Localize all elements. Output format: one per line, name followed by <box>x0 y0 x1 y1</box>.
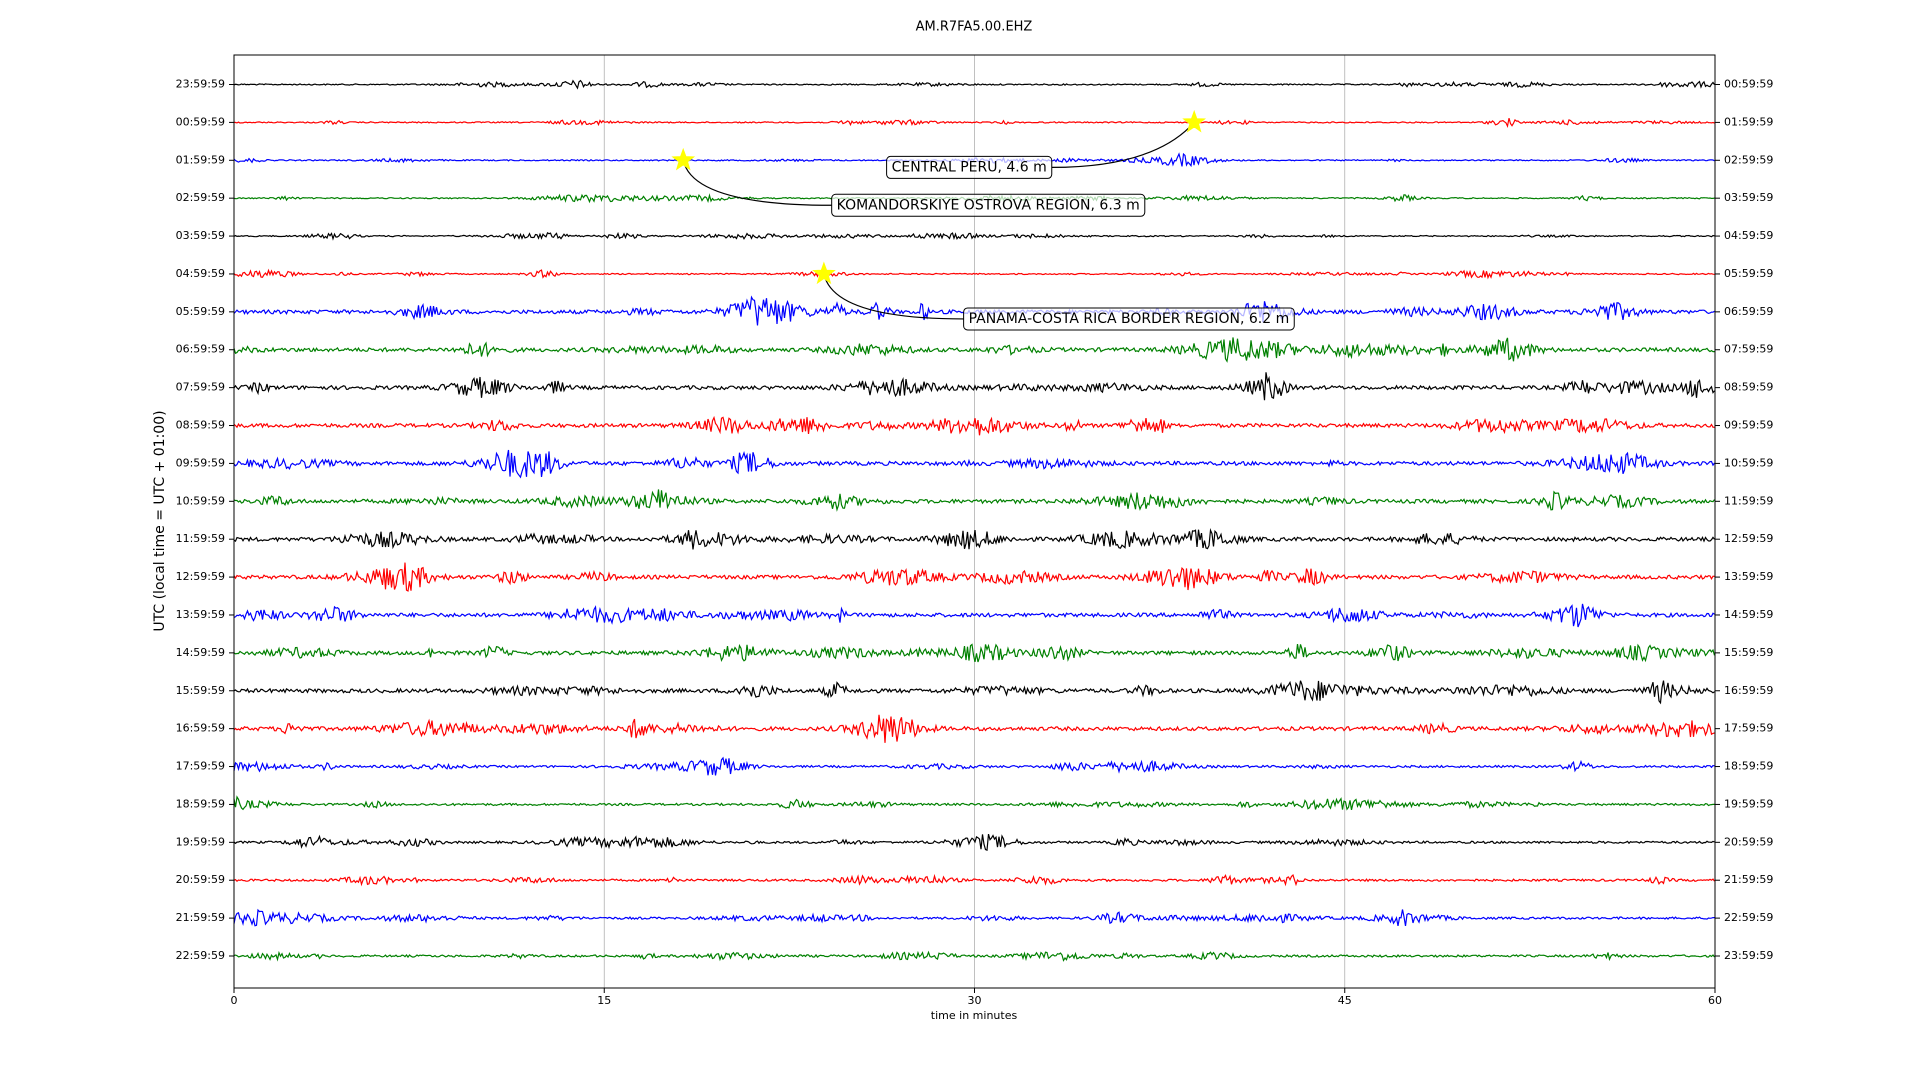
y-tick-label: 19:59:59 <box>176 835 225 848</box>
waveform <box>233 908 1715 927</box>
y2-tick-label: 22:59:59 <box>1724 911 1773 924</box>
y-tick-label: 13:59:59 <box>176 608 225 621</box>
plot-frame <box>233 54 1716 989</box>
event-label: PANAMA-COSTA RICA BORDER REGION, 6.2 m <box>969 311 1290 327</box>
event-annotation: CENTRAL PERU, 4.6 m <box>886 155 1053 179</box>
waveform <box>233 372 1715 401</box>
y2-tick-label: 19:59:59 <box>1724 797 1773 810</box>
y2-tick-label: 05:59:59 <box>1724 267 1773 280</box>
y-tick-label: 08:59:59 <box>176 419 225 432</box>
waveform <box>233 268 1715 280</box>
waveform <box>233 527 1715 550</box>
x-tick-label: 0 <box>231 994 238 1007</box>
y-tick-label: 09:59:59 <box>176 456 225 469</box>
waveform <box>233 756 1715 776</box>
y-axis-label: UTC (local time = UTC + 01:00) <box>152 410 168 631</box>
waveform <box>233 603 1715 628</box>
event-connector <box>823 273 964 320</box>
event-annotation: PANAMA-COSTA RICA BORDER REGION, 6.2 m <box>963 307 1295 331</box>
y2-tick-label: 13:59:59 <box>1724 570 1773 583</box>
event-label-box <box>831 193 1146 217</box>
event-label: KOMANDORSKIYE OSTROVA REGION, 6.3 m <box>837 197 1140 213</box>
x-axis-label: time in minutes <box>931 1009 1018 1022</box>
event-connector <box>682 160 832 206</box>
y-tick-label: 02:59:59 <box>176 191 225 204</box>
waveform <box>233 833 1715 852</box>
waveform <box>233 950 1715 962</box>
event-marker <box>812 261 836 285</box>
y-tick-label: 10:59:59 <box>176 494 225 507</box>
y2-tick-label: 00:59:59 <box>1724 78 1773 91</box>
y2-tick-label: 18:59:59 <box>1724 760 1773 773</box>
waveform <box>233 449 1715 479</box>
x-tick-label: 30 <box>968 994 982 1007</box>
y2-tick-label: 09:59:59 <box>1724 419 1773 432</box>
y-tick-label: 06:59:59 <box>176 343 225 356</box>
y2-tick-label: 11:59:59 <box>1724 494 1773 507</box>
event-connector <box>1051 121 1195 168</box>
y2-tick-label: 14:59:59 <box>1724 608 1773 621</box>
event-label: CENTRAL PERU, 4.6 m <box>892 159 1047 175</box>
event-label-box <box>886 155 1053 179</box>
y2-tick-label: 07:59:59 <box>1724 343 1773 356</box>
y-tick-label: 05:59:59 <box>176 305 225 318</box>
y-tick-label: 14:59:59 <box>176 646 225 659</box>
y2-tick-label: 17:59:59 <box>1724 722 1773 735</box>
y-tick-label: 21:59:59 <box>176 911 225 924</box>
x-tick-label: 15 <box>597 994 611 1007</box>
event-annotation: KOMANDORSKIYE OSTROVA REGION, 6.3 m <box>831 193 1146 217</box>
y-tick-label: 03:59:59 <box>176 229 225 242</box>
y-tick-label: 22:59:59 <box>176 949 225 962</box>
y2-tick-label: 20:59:59 <box>1724 835 1773 848</box>
y-tick-label: 23:59:59 <box>176 78 225 91</box>
event-marker <box>1182 109 1206 133</box>
y-tick-label: 11:59:59 <box>176 532 225 545</box>
waveform <box>233 79 1715 90</box>
y2-tick-label: 02:59:59 <box>1724 153 1773 166</box>
y2-tick-label: 16:59:59 <box>1724 684 1773 697</box>
y2-tick-label: 03:59:59 <box>1724 191 1773 204</box>
y-tick-label: 18:59:59 <box>176 797 225 810</box>
event-marker <box>671 147 696 171</box>
chart-title: AM.R7FA5.00.EHZ <box>916 20 1033 35</box>
y-tick-label: 16:59:59 <box>176 722 225 735</box>
y2-tick-label: 15:59:59 <box>1724 646 1773 659</box>
waveform <box>233 873 1715 887</box>
event-label-box <box>963 307 1295 331</box>
y-tick-label: 17:59:59 <box>176 760 225 773</box>
waveform <box>233 680 1715 705</box>
waveform <box>233 714 1715 743</box>
y2-tick-label: 21:59:59 <box>1724 873 1773 886</box>
y2-tick-label: 08:59:59 <box>1724 381 1773 394</box>
y2-tick-label: 06:59:59 <box>1724 305 1773 318</box>
x-tick-label: 60 <box>1708 994 1722 1007</box>
waveform <box>233 415 1715 436</box>
y2-tick-label: 23:59:59 <box>1724 949 1773 962</box>
y-tick-label: 04:59:59 <box>176 267 225 280</box>
y-tick-label: 00:59:59 <box>176 115 225 128</box>
y-tick-label: 20:59:59 <box>176 873 225 886</box>
x-tick-label: 45 <box>1338 994 1352 1007</box>
waveform <box>233 795 1715 811</box>
y-tick-label: 12:59:59 <box>176 570 225 583</box>
y-tick-label: 01:59:59 <box>176 153 225 166</box>
waveform <box>233 231 1715 241</box>
y-tick-label: 15:59:59 <box>176 684 225 697</box>
y2-tick-label: 10:59:59 <box>1724 456 1773 469</box>
waveform <box>233 337 1715 363</box>
waveform <box>233 118 1715 129</box>
waveform <box>233 489 1715 512</box>
waveform <box>233 562 1715 592</box>
y2-tick-label: 12:59:59 <box>1724 532 1773 545</box>
y2-tick-label: 04:59:59 <box>1724 229 1773 242</box>
waveform <box>233 643 1716 663</box>
y2-tick-label: 01:59:59 <box>1724 115 1773 128</box>
y-tick-label: 07:59:59 <box>176 381 225 394</box>
